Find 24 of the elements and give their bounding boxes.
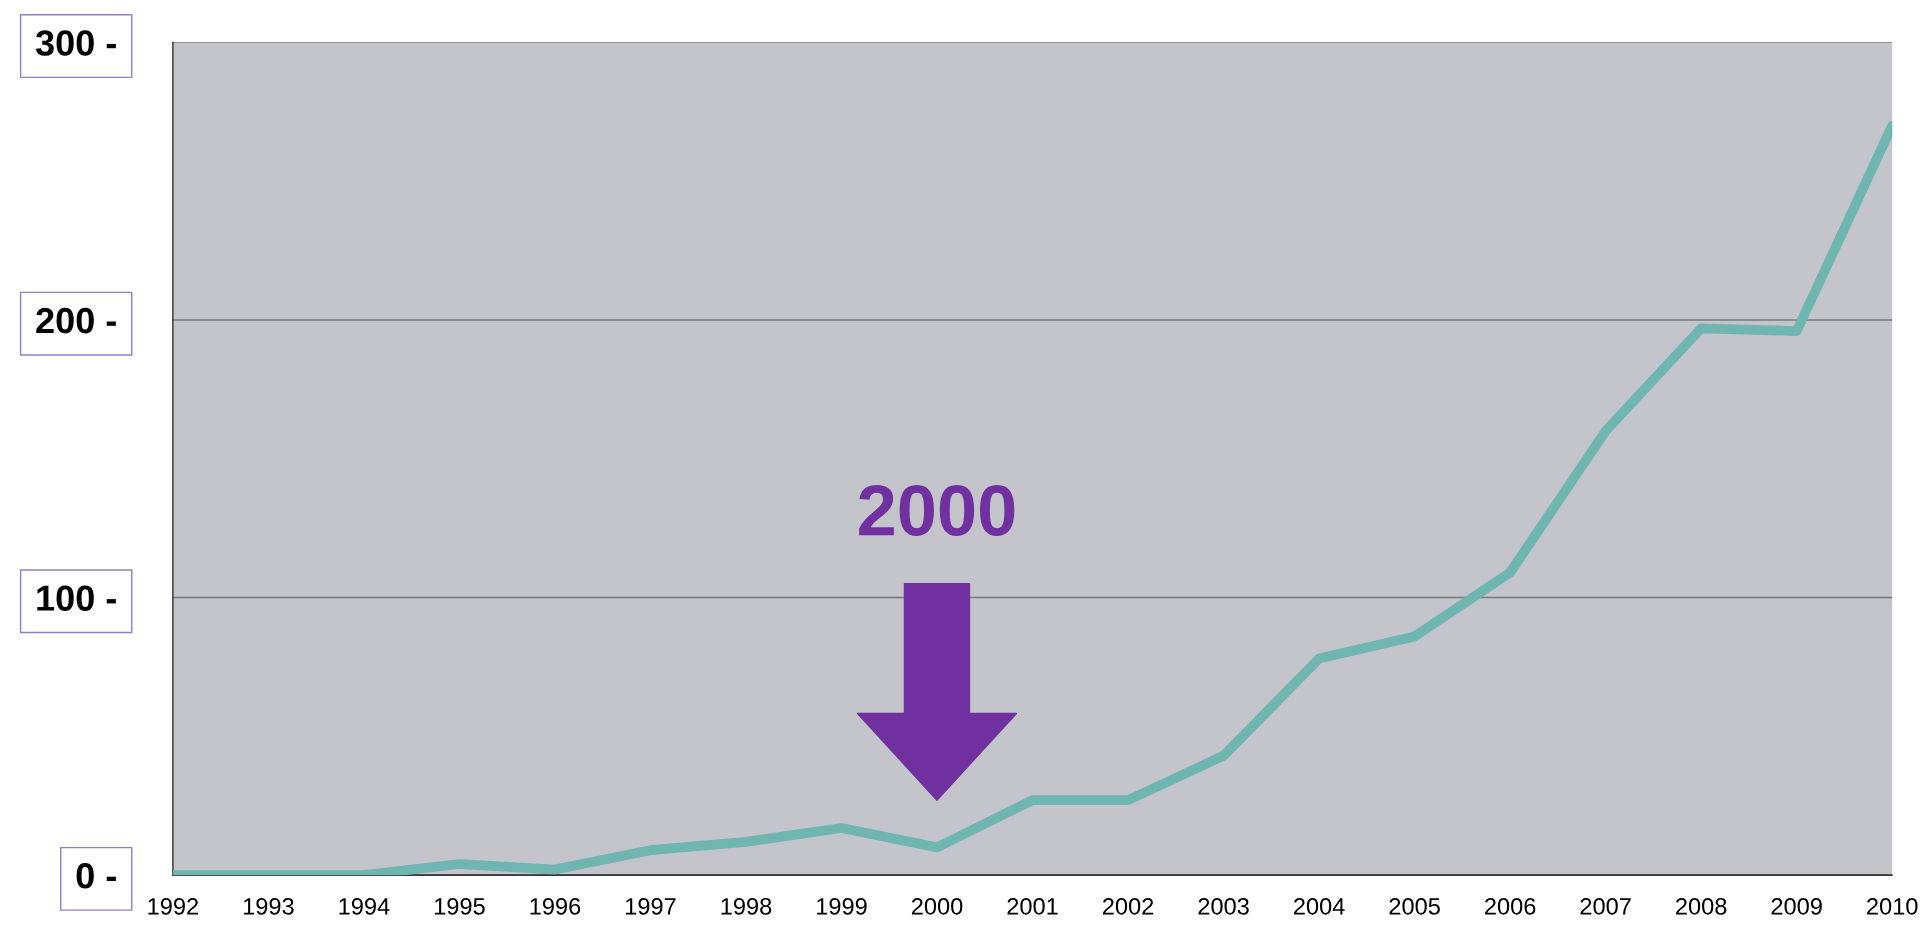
x-tick-label: 1994: [339, 897, 390, 915]
x-tick-label: 2001: [1007, 897, 1058, 915]
x-tick-label: 2007: [1580, 897, 1631, 915]
annotation: 2000: [859, 484, 1015, 537]
x-tick-label: 1998: [721, 897, 772, 915]
y-tick-label: 200 -: [36, 307, 116, 334]
x-tick-label: 2010: [1867, 897, 1918, 915]
x-tick-label: 2000: [911, 897, 963, 915]
x-tick-label: 1999: [817, 897, 867, 915]
x-tick-label: 2003: [1198, 897, 1249, 915]
x-tick-label: 2009: [1771, 897, 1822, 915]
y-tick-label: 0 -: [76, 863, 116, 889]
x-tick-label: 1993: [243, 897, 294, 915]
y-tick-label: 300 -: [35, 30, 116, 56]
x-tick-label: 1992: [148, 897, 198, 915]
x-tick-label: 1996: [530, 897, 581, 915]
x-tick-label: 2006: [1485, 897, 1536, 915]
x-tick-label: 1995: [434, 897, 485, 915]
x-tick-label: 2004: [1294, 897, 1345, 915]
y-tick-label: 100 -: [37, 585, 116, 611]
x-tick-label: 2002: [1102, 897, 1154, 915]
x-tick-label: 1997: [626, 897, 676, 915]
x-tick-label: 2008: [1676, 897, 1727, 915]
x-tick-label: 2005: [1389, 897, 1440, 915]
